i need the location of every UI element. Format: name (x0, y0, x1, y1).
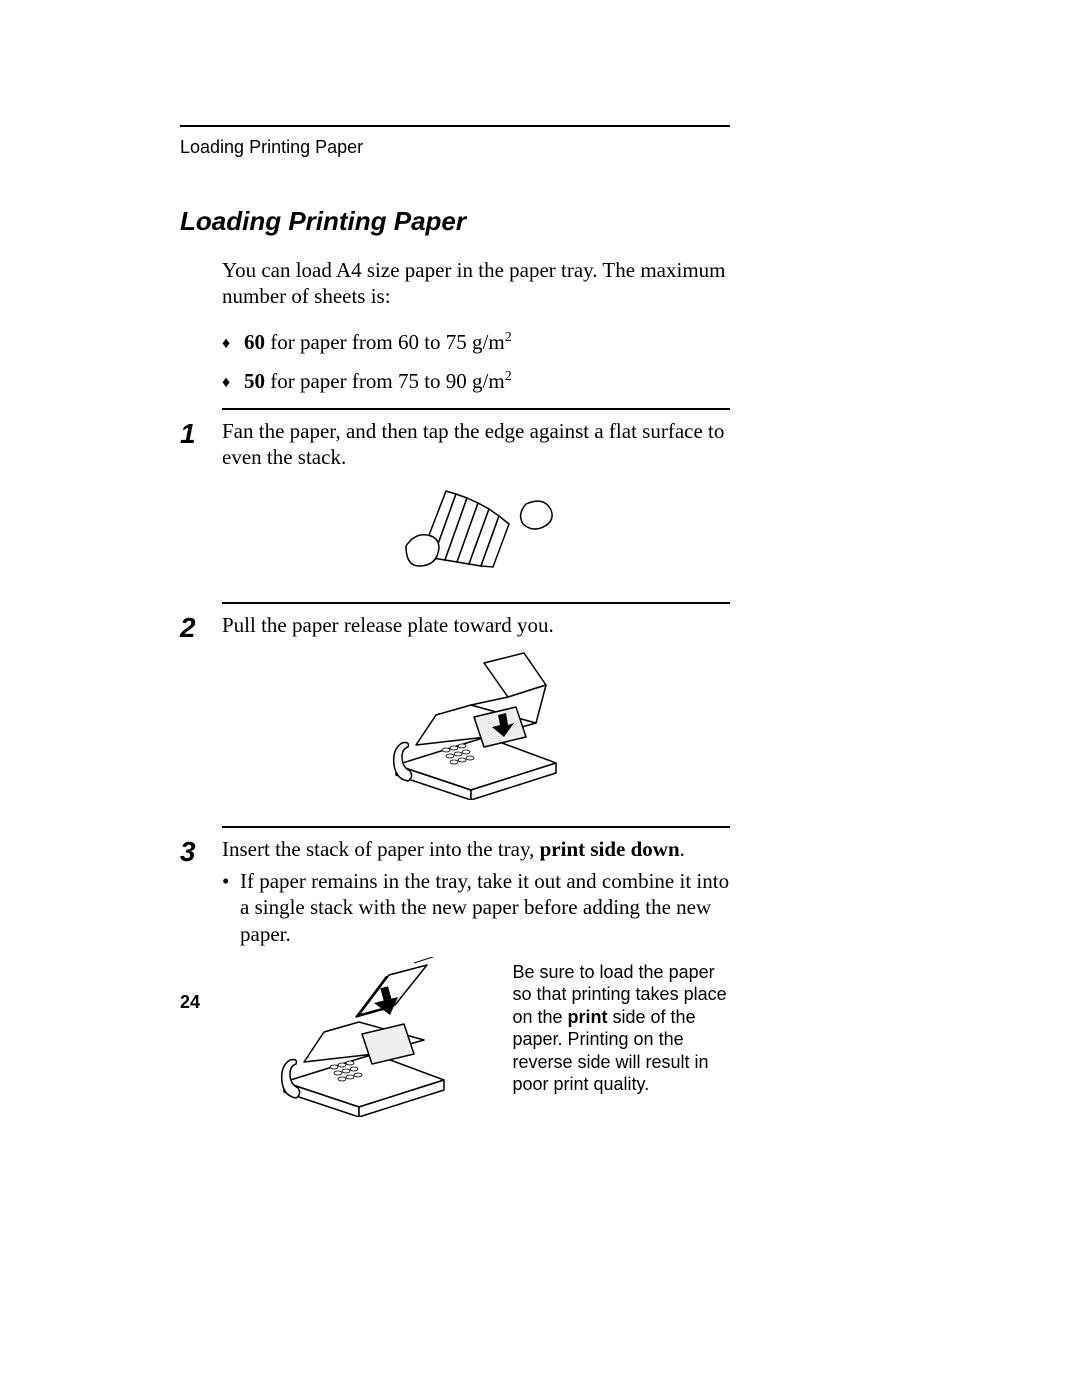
step-3: 3 Insert the stack of paper into the tra… (180, 836, 730, 1123)
step-divider (222, 826, 730, 828)
step-2: 2 Pull the paper release plate toward yo… (180, 612, 730, 812)
top-horizontal-rule (180, 125, 730, 127)
list-item-text: 60 for paper from 60 to 75 g/m2 (244, 330, 512, 355)
step-1-text: Fan the paper, and then tap the edge aga… (222, 419, 724, 469)
step-2-body: Pull the paper release plate toward you. (222, 612, 730, 812)
fax-machine-insert-paper-illustration (222, 957, 506, 1123)
list-item-text: 50 for paper from 75 to 90 g/m2 (244, 369, 512, 394)
step-number: 3 (180, 836, 222, 866)
bullet-dot-icon: • (222, 868, 240, 894)
list-item: ♦ 50 for paper from 75 to 90 g/m2 (222, 369, 730, 394)
capacity-qty: 60 (244, 330, 265, 354)
print-side-warning: Be sure to load the paper so that printi… (506, 957, 730, 1096)
capacity-qty: 50 (244, 369, 265, 393)
step-divider (222, 408, 730, 410)
step-3-subnote-text: If paper remains in the tray, take it ou… (240, 868, 730, 947)
fax-machine-open-tray-illustration (222, 645, 730, 806)
step-2-text: Pull the paper release plate toward you. (222, 613, 554, 637)
step-divider (222, 602, 730, 604)
step-number: 1 (180, 418, 222, 448)
diamond-bullet-icon: ♦ (222, 374, 244, 392)
diamond-bullet-icon: ♦ (222, 335, 244, 353)
step-1-body: Fan the paper, and then tap the edge aga… (222, 418, 730, 589)
running-head: Loading Printing Paper (180, 137, 730, 158)
intro-paragraph: You can load A4 size paper in the paper … (222, 257, 730, 310)
paper-capacity-list: ♦ 60 for paper from 60 to 75 g/m2 ♦ 50 f… (222, 330, 730, 394)
step-3-text: Insert the stack of paper into the tray,… (222, 837, 685, 861)
list-item: ♦ 60 for paper from 60 to 75 g/m2 (222, 330, 730, 355)
step-3-body: Insert the stack of paper into the tray,… (222, 836, 730, 1123)
step-number: 2 (180, 612, 222, 642)
step-3-subnote: • If paper remains in the tray, take it … (222, 868, 730, 947)
page-number: 24 (180, 992, 200, 1013)
fanning-paper-illustration (222, 476, 730, 582)
step-1: 1 Fan the paper, and then tap the edge a… (180, 418, 730, 589)
section-title: Loading Printing Paper (180, 206, 730, 237)
